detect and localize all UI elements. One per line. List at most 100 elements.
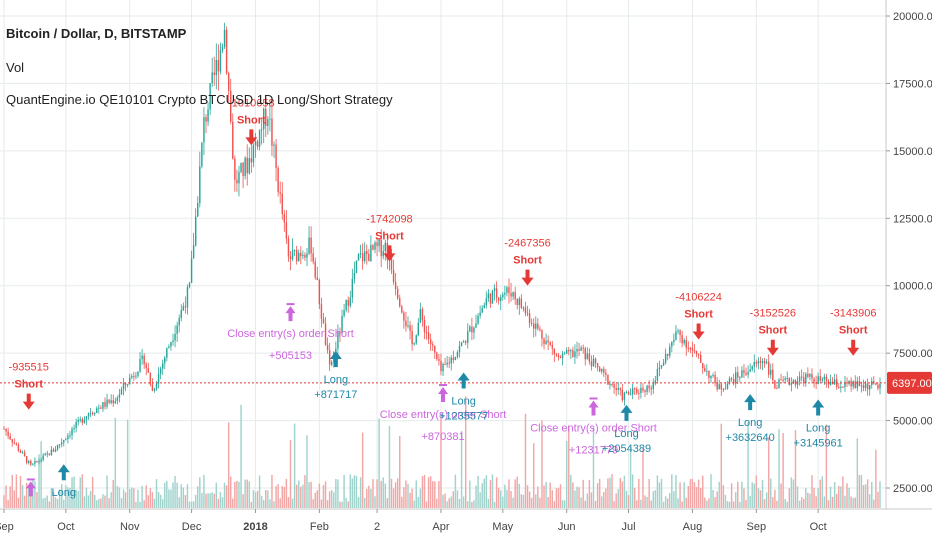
- volume-bar: [689, 479, 692, 508]
- candle-body: [582, 347, 584, 349]
- time-axis[interactable]: Sep Oct Nov Dec 2018 Feb 2 Apr May Jun Jul Aug Sep Oc…: [0, 509, 827, 533]
- trade-short[interactable]: -2467356 Short: [504, 238, 551, 286]
- candle-body: [446, 362, 448, 365]
- volume-bar: [199, 477, 201, 508]
- trade-short[interactable]: -1742098 Short: [366, 213, 413, 262]
- symbol-title[interactable]: Bitcoin / Dollar, D, BITSTAMP: [6, 26, 187, 41]
- candle-body: [629, 394, 632, 396]
- trade-label: Short: [513, 255, 542, 267]
- candle-body: [56, 444, 59, 450]
- candle-body: [541, 330, 543, 339]
- trade-close[interactable]: Close entry(s) order Short +1231779: [530, 397, 657, 457]
- candle-body: [671, 341, 673, 347]
- trade-long[interactable]: Long: [52, 464, 76, 499]
- volume-bar: [454, 474, 457, 508]
- volume-bar: [631, 474, 634, 508]
- candle-body: [347, 300, 349, 306]
- volume-bar: [192, 501, 195, 508]
- trade-close[interactable]: [25, 478, 36, 497]
- candle-body: [79, 419, 81, 421]
- volume-bar: [838, 485, 840, 508]
- candle-body: [803, 377, 805, 384]
- candle-body: [21, 452, 24, 454]
- candle-body: [209, 83, 211, 110]
- candle-body: [642, 387, 644, 391]
- long-arrow-icon: [812, 399, 825, 416]
- volume-bar: [809, 493, 811, 508]
- trade-long[interactable]: Long +3632640: [726, 394, 775, 444]
- candle-body: [718, 384, 720, 390]
- trade-close[interactable]: Close entry(s) order Short +870381: [380, 384, 507, 443]
- candle-body: [631, 388, 634, 395]
- candle-body: [774, 380, 776, 389]
- volume-bar: [25, 482, 28, 508]
- candle-body: [817, 376, 819, 384]
- trade-short[interactable]: -4106224 Short: [675, 292, 722, 340]
- volume-bar: [118, 487, 121, 508]
- candle-body: [432, 344, 434, 346]
- volume-bar: [234, 482, 236, 508]
- volume-bar: [652, 491, 654, 508]
- volume-bar: [89, 490, 92, 508]
- candle-body: [182, 306, 185, 311]
- volume-bar: [675, 475, 677, 508]
- candle-body: [776, 388, 778, 390]
- volume-bar: [807, 492, 809, 508]
- volume-bar: [207, 493, 209, 508]
- candle-body: [724, 388, 727, 390]
- volume-bar: [256, 490, 259, 508]
- candle-body: [339, 332, 341, 334]
- price-axis[interactable]: 2500.00 5000.00 7500.00 10000.00 12500.00 150…: [886, 11, 932, 495]
- candle-body: [619, 388, 622, 390]
- volume-bar: [483, 478, 485, 508]
- volume-bar: [106, 475, 108, 508]
- volume-bar: [425, 501, 428, 508]
- volume-bar: [11, 474, 13, 508]
- volume-bar: [312, 499, 314, 508]
- strategy-legend[interactable]: QuantEngine.io QE10101 Crypto BTCUSD 1D …: [6, 92, 393, 107]
- volume-bar: [197, 486, 199, 508]
- trade-pnl: +1235577: [439, 411, 488, 423]
- volume-bar: [605, 488, 607, 508]
- candle-body: [469, 326, 471, 332]
- candle-body: [621, 389, 624, 401]
- short-arrow-icon: [521, 269, 534, 286]
- volume-legend[interactable]: Vol: [6, 60, 24, 75]
- trade-long[interactable]: Long +2054389: [602, 404, 651, 455]
- volume-bar: [528, 491, 531, 508]
- volume-bar: [423, 474, 426, 508]
- trade-long[interactable]: Long +1235577: [439, 372, 488, 423]
- candle-body: [23, 452, 26, 457]
- trade-close[interactable]: Close entry(s) order Short +505153: [227, 303, 354, 362]
- candle-body: [112, 400, 114, 404]
- candle-body: [106, 399, 108, 407]
- volume-bar: [133, 488, 135, 508]
- volume-bar: [157, 491, 160, 508]
- trade-short[interactable]: -3143906 Short: [830, 308, 877, 356]
- trade-short[interactable]: -1010658 Short: [228, 97, 275, 146]
- candle-body: [823, 376, 826, 380]
- volume-bar: [561, 500, 564, 508]
- trade-short[interactable]: -935515 Short: [9, 362, 49, 410]
- volume-bar: [390, 478, 393, 508]
- candle-body: [316, 277, 319, 281]
- volume-bar: [298, 480, 300, 508]
- candle-body: [147, 368, 150, 373]
- volume-bar: [475, 485, 477, 508]
- candle-body: [13, 442, 16, 444]
- candle-body: [71, 428, 73, 436]
- volume-bar: [662, 501, 665, 508]
- volume-bar: [112, 479, 114, 508]
- candle-body: [518, 298, 521, 306]
- trade-short[interactable]: -3152526 Short: [750, 308, 797, 356]
- volume-bar: [178, 497, 180, 508]
- trade-label: Close entry(s) order Short: [227, 328, 354, 340]
- volume-bar: [813, 487, 815, 508]
- long-arrow-icon: [620, 404, 633, 421]
- trade-long[interactable]: Long +3145961: [794, 399, 843, 450]
- candle-body: [868, 384, 871, 390]
- time-tick-label: 2: [374, 521, 380, 533]
- trade-long[interactable]: Long +871717: [314, 350, 357, 401]
- candle-body: [83, 419, 86, 423]
